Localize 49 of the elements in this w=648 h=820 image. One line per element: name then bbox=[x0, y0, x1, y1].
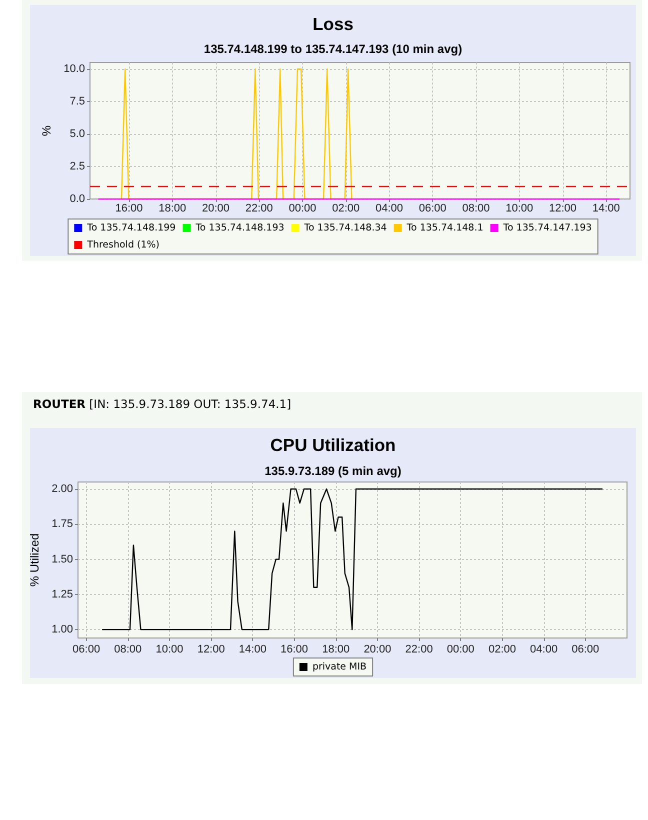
x-tick-label: 18:00 bbox=[322, 644, 350, 656]
x-tick-label: 12:00 bbox=[549, 202, 577, 214]
y-tick-label: 10.0 bbox=[64, 63, 85, 75]
chart-subtitle: 135.74.148.199 to 135.74.147.193 (10 min avg) bbox=[204, 42, 462, 56]
y-tick-label: 1.75 bbox=[52, 518, 73, 530]
x-tick-label: 22:00 bbox=[405, 644, 433, 656]
y-tick-label: 5.0 bbox=[70, 128, 85, 140]
y-tick-label: 1.00 bbox=[52, 624, 73, 636]
legend-label: To 135.74.148.34 bbox=[303, 222, 387, 234]
x-tick-label: 00:00 bbox=[446, 644, 474, 656]
x-tick-label: 16:00 bbox=[115, 202, 143, 214]
x-tick-label: 08:00 bbox=[114, 644, 142, 656]
legend-label: To 135.74.148.199 bbox=[86, 222, 176, 234]
chart-subtitle: 135.9.73.189 (5 min avg) bbox=[264, 464, 402, 478]
y-tick-label: 0.0 bbox=[70, 193, 85, 205]
x-tick-label: 14:00 bbox=[238, 644, 266, 656]
chart-title: CPU Utilization bbox=[270, 435, 396, 455]
x-tick-label: 02:00 bbox=[488, 644, 516, 656]
x-tick-label: 16:00 bbox=[280, 644, 308, 656]
legend-label: private MIB bbox=[312, 662, 367, 672]
x-tick-label: 06:00 bbox=[572, 644, 600, 656]
y-tick-label: 7.5 bbox=[70, 96, 85, 108]
legend-label: To 135.74.148.193 bbox=[194, 222, 284, 234]
legend-label: To 135.74.148.1 bbox=[406, 222, 484, 234]
x-tick-label: 06:00 bbox=[418, 202, 446, 214]
y-tick-label: 1.25 bbox=[52, 588, 73, 600]
x-tick-label: 10:00 bbox=[156, 644, 184, 656]
y-tick-label: 2.5 bbox=[70, 160, 85, 172]
x-tick-label: 04:00 bbox=[376, 202, 404, 214]
x-tick-label: 04:00 bbox=[530, 644, 558, 656]
x-tick-label: 10:00 bbox=[506, 202, 534, 214]
x-tick-label: 02:00 bbox=[332, 202, 360, 214]
x-tick-label: 18:00 bbox=[158, 202, 186, 214]
legend-label: To 135.74.147.193 bbox=[502, 222, 592, 234]
x-tick-label: 00:00 bbox=[288, 202, 316, 214]
x-tick-label: 14:00 bbox=[592, 202, 620, 214]
y-axis-title: % Utilized bbox=[28, 533, 42, 587]
y-tick-label: 1.50 bbox=[52, 553, 73, 566]
legend-label: Threshold (1%) bbox=[86, 240, 160, 250]
x-tick-label: 22:00 bbox=[245, 202, 273, 214]
y-tick-label: 2.00 bbox=[52, 483, 73, 496]
chart-title: Loss bbox=[312, 14, 354, 34]
x-tick-label: 20:00 bbox=[364, 644, 392, 656]
x-tick-label: 20:00 bbox=[202, 202, 230, 214]
x-tick-label: 12:00 bbox=[197, 644, 225, 656]
text: ROUTER [IN: 135.9.73.189 OUT: 135.9.74.1] bbox=[33, 397, 292, 411]
x-tick-label: 06:00 bbox=[72, 644, 100, 656]
y-axis-title: % bbox=[40, 125, 54, 136]
x-tick-label: 08:00 bbox=[462, 202, 490, 214]
